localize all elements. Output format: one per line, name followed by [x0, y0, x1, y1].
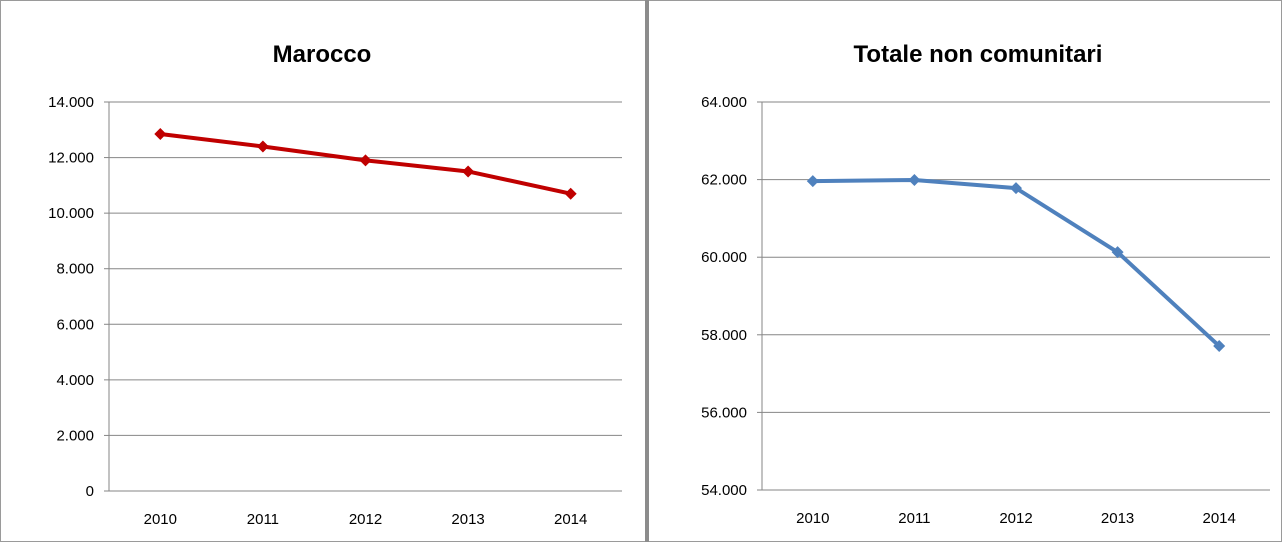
y-tick-label: 0 [86, 483, 94, 500]
y-tick-label: 10.000 [48, 205, 94, 222]
x-tick-label: 2014 [1203, 510, 1236, 527]
x-tick-label: 2013 [1101, 510, 1134, 527]
marker [359, 154, 372, 167]
y-tick-label: 60.000 [701, 249, 747, 266]
marker [462, 165, 475, 178]
x-tick-label: 2010 [144, 511, 177, 528]
marker [1111, 246, 1124, 259]
y-tick-label: 4.000 [56, 372, 94, 389]
y-tick-label: 56.000 [701, 404, 747, 421]
y-tick-label: 54.000 [701, 482, 747, 499]
marker [806, 175, 819, 188]
x-tick-label: 2013 [451, 511, 484, 528]
y-tick-label: 6.000 [56, 316, 94, 333]
chart-title: Marocco [273, 41, 372, 68]
y-tick-label: 2.000 [56, 427, 94, 444]
y-tick-label: 14.000 [48, 94, 94, 111]
x-tick-label: 2011 [898, 510, 930, 527]
y-tick-label: 58.000 [701, 327, 747, 344]
marker [564, 187, 577, 200]
x-tick-label: 2011 [247, 511, 279, 528]
x-tick-label: 2012 [999, 510, 1032, 527]
y-tick-label: 8.000 [56, 261, 94, 278]
x-tick-label: 2014 [554, 511, 587, 528]
y-tick-label: 64.000 [701, 94, 747, 111]
marker [1010, 182, 1022, 195]
marker [256, 140, 269, 153]
y-tick-label: 62.000 [701, 172, 747, 189]
marker [154, 127, 167, 140]
y-tick-label: 12.000 [48, 150, 94, 167]
marker [908, 173, 921, 186]
divider [645, 0, 649, 542]
x-tick-label: 2010 [796, 510, 829, 527]
marker [1213, 340, 1226, 353]
chart-title: Totale non comunitari [854, 41, 1103, 68]
x-tick-label: 2012 [349, 511, 382, 528]
